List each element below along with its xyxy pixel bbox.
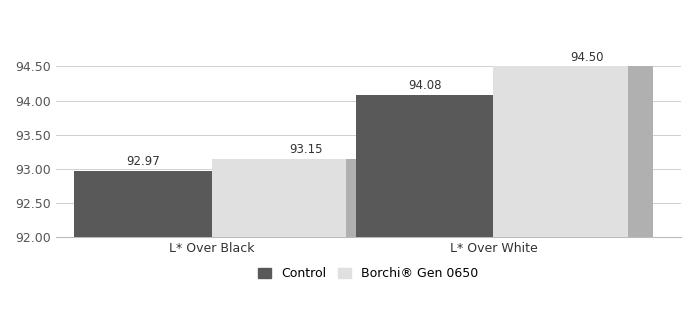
Legend: Control, Borchi® Gen 0650: Control, Borchi® Gen 0650 (258, 267, 478, 280)
Text: 94.50: 94.50 (570, 51, 603, 64)
Text: 94.08: 94.08 (408, 79, 441, 92)
Bar (212, 159, 349, 237)
Text: 93.15: 93.15 (289, 143, 322, 156)
Text: 92.97: 92.97 (126, 155, 160, 168)
Bar (493, 66, 631, 237)
Bar (356, 95, 493, 237)
Bar (628, 66, 653, 237)
Bar (347, 159, 371, 237)
Bar (74, 171, 212, 237)
